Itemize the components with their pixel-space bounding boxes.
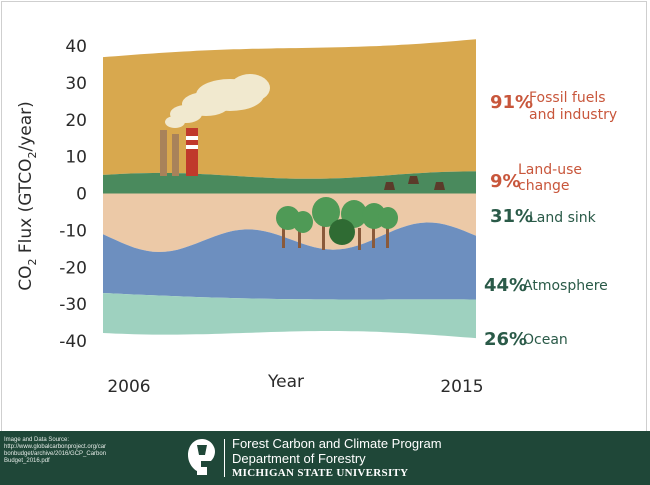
x-axis-label: Year [267,372,304,392]
y-tick-label: 10 [65,148,87,168]
y-tick-label: 0 [76,185,87,205]
x-tick-label: 2015 [440,377,483,397]
category-label: Fossil fuels [529,90,606,106]
y-tick-label: 20 [65,111,87,131]
category-label: and industry [529,107,617,123]
category-label: Land-use [518,162,582,178]
chart: 40 30 20 10 0 -10 -20 -30 -40 CO2 Flux (GTCO2/ye… [16,37,617,397]
category-label: Atmosphere [523,278,608,294]
x-tick-label: 2006 [107,377,150,397]
land-use-change-band [103,171,476,194]
y-axis-ticks: 40 30 20 10 0 -10 -20 -30 -40 [59,37,87,352]
y-tick-label: -20 [59,258,87,278]
logo-divider [224,439,225,477]
program-name: Forest Carbon and Climate Program [232,436,442,451]
atmosphere-band [103,222,476,300]
red-smokestack-icon [186,128,198,176]
category-label: Ocean [523,332,568,348]
percent-label: 26% [484,329,527,350]
percent-label: 44% [484,275,527,296]
department-name: Department of Forestry [232,451,366,466]
smokestack-icon [160,130,167,176]
source-line: http://www.globalcarbonproject.org/car [4,444,107,450]
ocean-band [103,293,476,339]
percent-label: 91% [490,92,533,113]
footer-bar: Image and Data Source: http://www.global… [0,431,650,485]
source-line: bonbudget/archive/2016/GCP_Carbon [4,451,107,457]
percent-label: 31% [490,206,533,227]
y-tick-label: 30 [65,74,87,94]
y-tick-label: -10 [59,221,87,241]
fossil-fuels-band [103,39,476,179]
forest-icon [276,197,398,250]
spartan-helmet-logo [188,439,215,475]
source-line: Image and Data Source: [4,437,70,443]
category-label: Land sink [529,210,597,226]
university-name: MICHIGAN STATE UNIVERSITY [232,467,409,479]
y-tick-label: -30 [59,295,87,315]
organization-block: Forest Carbon and Climate Program Depart… [232,436,442,480]
percent-label: 9% [490,171,521,192]
factory-illustration [160,74,270,176]
y-tick-label: -40 [59,332,87,352]
y-tick-label: 40 [65,37,87,57]
source-line: Budget_2016.pdf [4,458,50,464]
smoke-icon [165,74,270,128]
source-citation: Image and Data Source: http://www.global… [4,437,132,465]
y-axis-label: CO2 Flux (GTCO2/year) [16,101,39,291]
tree-stump-icons [384,176,445,190]
smokestack-icon [172,134,179,176]
category-label: change [518,178,570,194]
